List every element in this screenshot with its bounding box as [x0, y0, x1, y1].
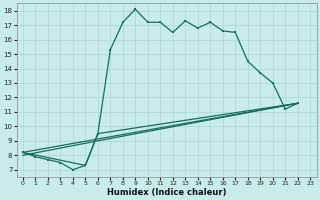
X-axis label: Humidex (Indice chaleur): Humidex (Indice chaleur) — [107, 188, 226, 197]
